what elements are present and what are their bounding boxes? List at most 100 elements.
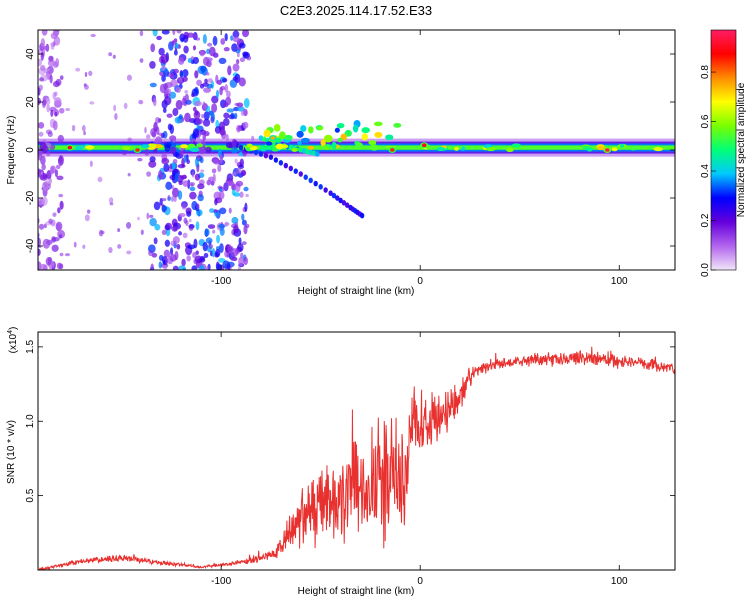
noise-blob <box>154 223 161 231</box>
band-blob <box>271 147 278 152</box>
noise-blob <box>38 198 45 206</box>
colorbar-tick-label: 0.4 <box>700 164 711 178</box>
band-blob <box>393 122 402 128</box>
band-blob <box>291 147 298 152</box>
band-blob <box>249 146 258 151</box>
noise-blob <box>54 169 59 178</box>
noise-blob <box>49 74 53 84</box>
noise-blob <box>192 251 197 259</box>
noise-blob <box>158 47 165 56</box>
noise-blob <box>117 244 122 249</box>
noise-blob <box>212 229 216 234</box>
noise-blob <box>108 52 113 57</box>
noise-blob <box>177 190 183 200</box>
noise-blob <box>64 253 71 257</box>
noise-blob <box>246 55 252 61</box>
noise-blob <box>172 158 178 164</box>
noise-blob <box>50 109 54 117</box>
noise-blob <box>198 265 205 270</box>
noise-blob <box>204 228 210 237</box>
noise-blob <box>238 77 246 87</box>
noise-blob <box>170 240 176 247</box>
band-blob <box>361 133 368 141</box>
noise-blob <box>205 237 213 244</box>
noise-blob <box>198 147 206 155</box>
noise-blob <box>225 133 229 142</box>
noise-blob <box>194 157 200 166</box>
noise-blob <box>59 75 64 80</box>
noise-blob <box>150 263 154 270</box>
noise-blob <box>145 134 151 139</box>
noise-blob <box>148 160 157 168</box>
noise-blob <box>100 230 105 235</box>
hot-spot <box>270 136 276 140</box>
band-blob <box>263 129 271 138</box>
noise-blob <box>223 112 230 119</box>
noise-blob <box>117 228 121 233</box>
noise-blob <box>153 121 158 132</box>
snr-multiplier-exponent: 4 <box>7 330 14 334</box>
noise-blob <box>239 191 244 198</box>
noise-blob <box>112 54 116 59</box>
snr-multiplier: (x104) <box>7 327 19 354</box>
noise-blob <box>169 253 172 259</box>
band-blob <box>336 122 345 129</box>
noise-blob <box>38 152 43 161</box>
band-blob <box>374 131 383 138</box>
noise-blob <box>182 95 186 101</box>
noise-blob <box>161 30 170 35</box>
spectrogram-ytick-label: 0 <box>25 147 36 153</box>
noise-blob <box>42 99 47 106</box>
noise-blob <box>233 112 238 120</box>
noise-blob <box>173 49 178 56</box>
branch-blob <box>303 174 308 180</box>
noise-blob <box>205 57 213 62</box>
spectrogram-ytick-label: -40 <box>25 238 36 253</box>
noise-blob <box>189 186 196 192</box>
band-blob <box>454 146 459 151</box>
noise-blob <box>183 217 188 224</box>
noise-blob <box>181 202 187 210</box>
noise-blob <box>223 46 230 52</box>
noise-blob <box>46 150 51 156</box>
noise-blob <box>97 176 103 183</box>
band-blob <box>323 134 333 143</box>
noise-blob <box>202 101 206 107</box>
noise-blob <box>206 72 210 76</box>
noise-blob <box>172 68 179 74</box>
noise-blob <box>38 121 45 129</box>
snr-xtick-label: -100 <box>211 576 231 587</box>
branch-blob <box>338 197 343 204</box>
noise-blob <box>223 117 230 127</box>
noise-blob <box>161 205 168 212</box>
branch-blob <box>305 148 310 155</box>
band-blob <box>196 143 204 148</box>
band-blob <box>436 147 446 152</box>
noise-blob <box>39 77 45 82</box>
hot-spot <box>135 148 140 152</box>
noise-blob <box>56 175 64 181</box>
noise-blob <box>207 224 216 229</box>
noise-blob <box>176 243 181 250</box>
noise-blob <box>191 171 195 178</box>
branch-blob <box>278 160 284 166</box>
noise-blob <box>65 107 71 111</box>
band-blob <box>279 131 286 140</box>
branch-blob <box>273 157 279 163</box>
noise-blob <box>127 137 133 142</box>
snr-ylabel: SNR (10 * v/v) <box>6 420 17 484</box>
noise-blob <box>40 37 46 48</box>
spectrogram-xtick-label: -100 <box>211 276 231 287</box>
noise-blob <box>232 76 239 81</box>
band-blob <box>187 143 196 148</box>
branch-blob <box>311 150 317 156</box>
noise-blob <box>235 180 244 187</box>
noise-blob <box>218 223 226 229</box>
noise-blob <box>40 64 46 71</box>
snr-multiplier-base: (x10 <box>8 333 19 353</box>
noise-blob <box>58 193 64 198</box>
noise-blob <box>190 183 194 187</box>
noise-blob <box>171 187 180 198</box>
noise-blob <box>171 40 175 46</box>
